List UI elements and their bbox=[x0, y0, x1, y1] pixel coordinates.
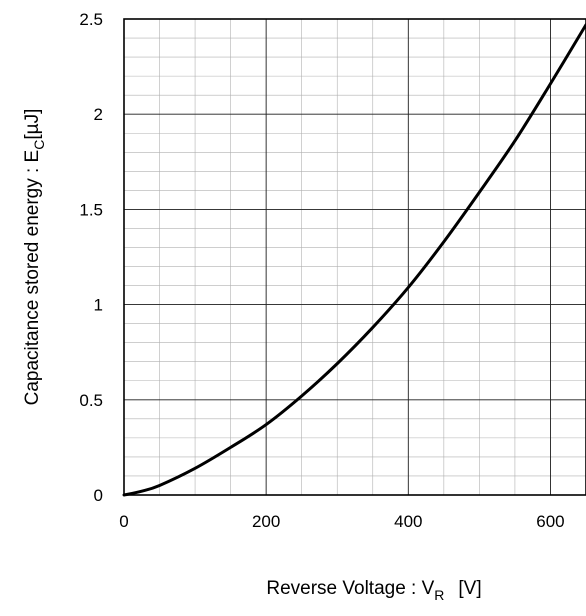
y-tick-labels: 0 0.5 1 1.5 2 2.5 bbox=[79, 10, 103, 505]
y-axis-title: Capacitance stored energy : EC[µJ] bbox=[22, 109, 47, 406]
x-tick-label: 0 bbox=[119, 512, 128, 531]
y-tick-label: 0.5 bbox=[79, 391, 103, 410]
y-tick-label: 0 bbox=[94, 486, 103, 505]
y-tick-label: 1 bbox=[94, 296, 103, 315]
major-grid bbox=[124, 19, 586, 495]
energy-curve bbox=[122, 23, 586, 497]
x-tick-label: 400 bbox=[394, 512, 422, 531]
y-tick-label: 2 bbox=[94, 105, 103, 124]
series-layer bbox=[122, 23, 586, 497]
x-tick-labels: 0 200 400 600 bbox=[119, 512, 564, 531]
x-tick-label: 600 bbox=[536, 512, 564, 531]
x-axis-title: Reverse Voltage : VR [V] bbox=[266, 578, 481, 603]
plot-frame bbox=[123, 18, 586, 496]
y-tick-label: 2.5 bbox=[79, 10, 103, 29]
x-tick-label: 200 bbox=[252, 512, 280, 531]
y-tick-label: 1.5 bbox=[79, 200, 103, 219]
minor-grid bbox=[124, 19, 586, 495]
